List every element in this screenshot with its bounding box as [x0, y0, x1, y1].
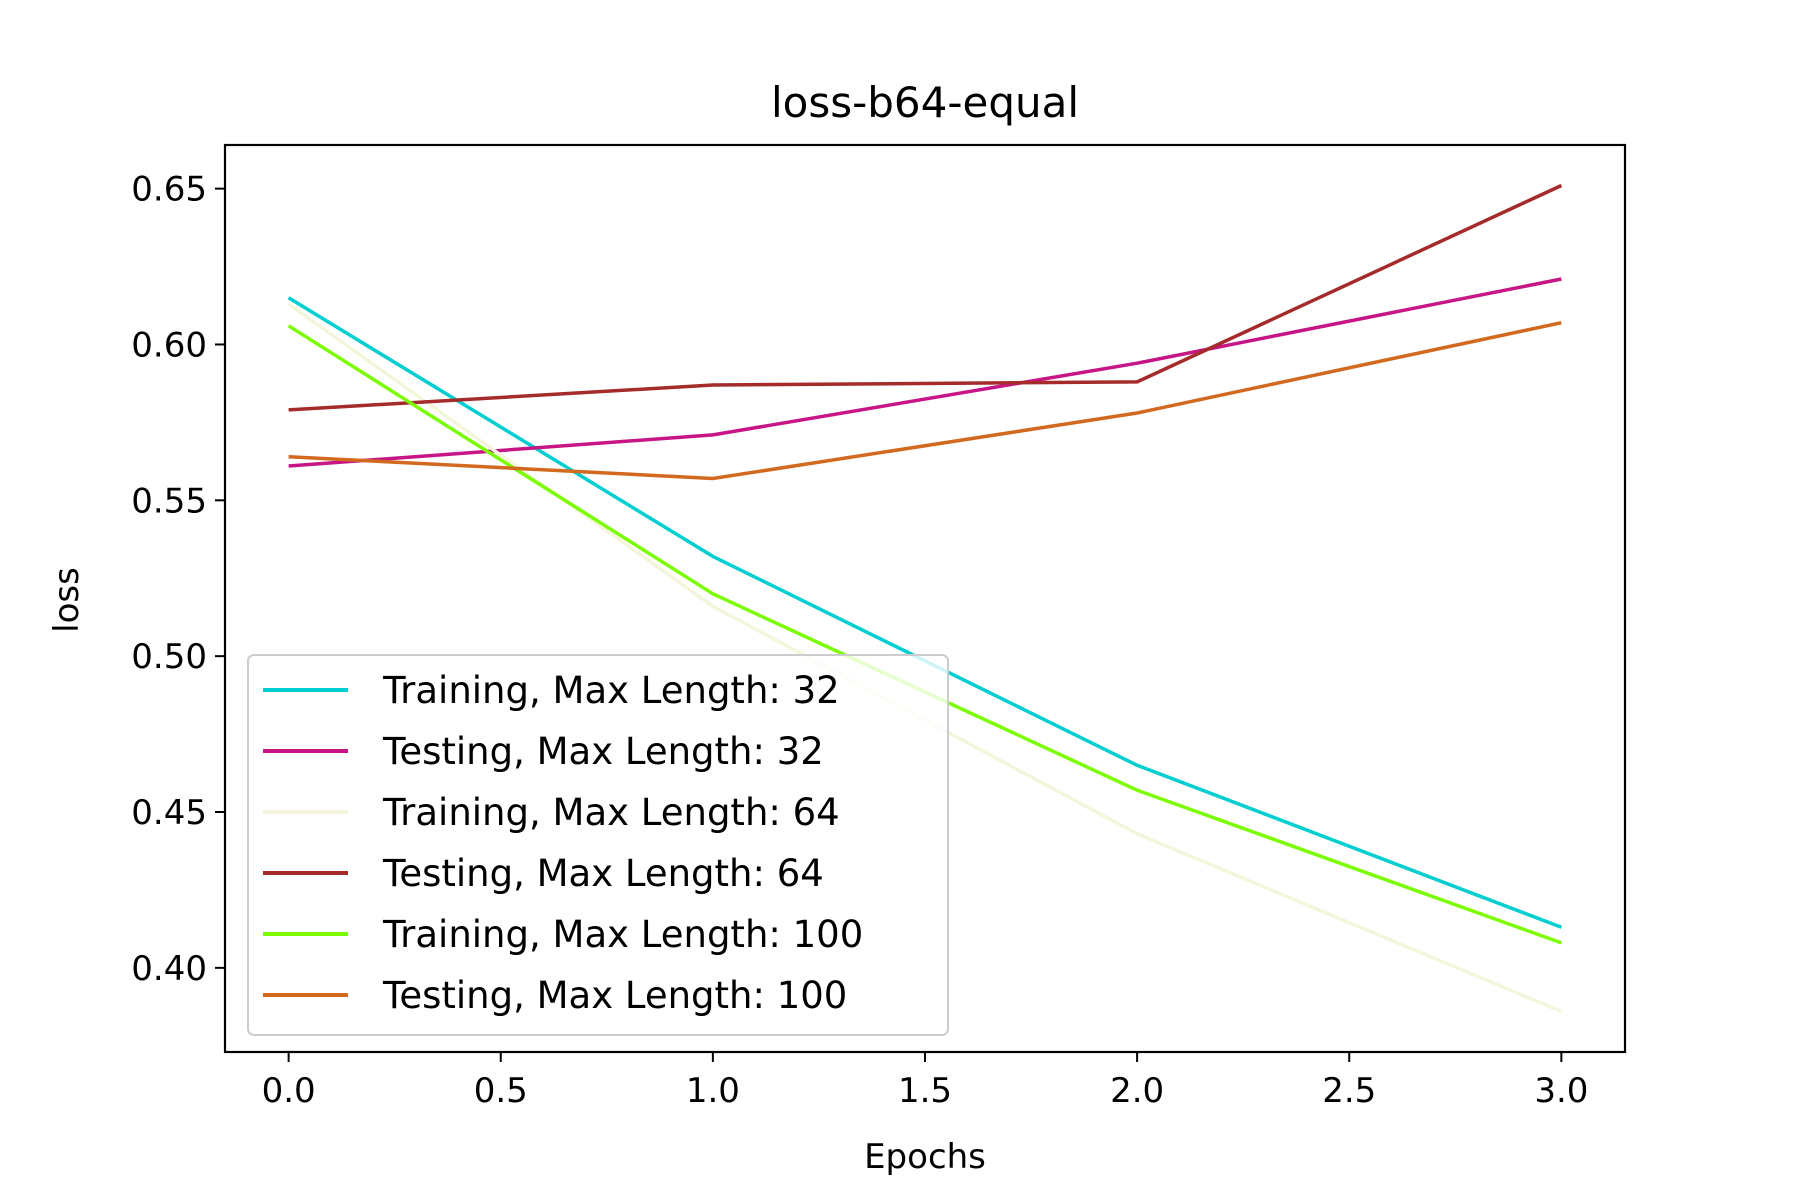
x-tick-label: 1.0 [686, 1071, 740, 1111]
x-tick-label: 2.5 [1322, 1071, 1376, 1111]
legend-label: Testing, Max Length: 100 [382, 974, 847, 1017]
x-tick-label: 2.0 [1110, 1071, 1164, 1111]
legend: Training, Max Length: 32 Testing, Max Len… [247, 654, 949, 1036]
y-tick-label: 0.55 [131, 481, 207, 521]
x-tick-label: 0.5 [474, 1071, 528, 1111]
y-tick-label: 0.40 [131, 949, 207, 989]
x-axis-label: Epochs [864, 1137, 986, 1177]
x-tick-label: 3.0 [1534, 1071, 1588, 1111]
series-line-2 [288, 277, 1562, 468]
x-tick-label: 1.5 [898, 1071, 952, 1111]
y-tick-label: 0.60 [131, 325, 207, 365]
legend-label: Training, Max Length: 100 [382, 913, 863, 956]
legend-label: Training, Max Length: 64 [382, 791, 840, 834]
x-tick-label: 0.0 [262, 1071, 316, 1111]
legend-label: Testing, Max Length: 32 [382, 730, 824, 773]
series-line-4 [288, 183, 1563, 412]
legend-label: Training, Max Length: 32 [382, 669, 840, 712]
y-tick-label: 0.50 [131, 637, 207, 677]
x-axis: 0.0 0.5 1.0 1.5 2.0 2.5 3.0 [262, 1052, 1588, 1111]
series-line-6 [288, 320, 1562, 481]
y-tick-label: 0.65 [131, 170, 207, 210]
y-tick-label: 0.45 [131, 793, 207, 833]
legend-label: Testing, Max Length: 64 [382, 852, 824, 895]
legend-box [247, 654, 949, 1036]
y-axis: 0.40 0.45 0.50 0.55 0.60 0.65 [131, 170, 225, 989]
y-axis-label: loss [47, 567, 87, 633]
plot-frame [223, 143, 1627, 1054]
chart-title: loss-b64-equal [771, 78, 1079, 127]
